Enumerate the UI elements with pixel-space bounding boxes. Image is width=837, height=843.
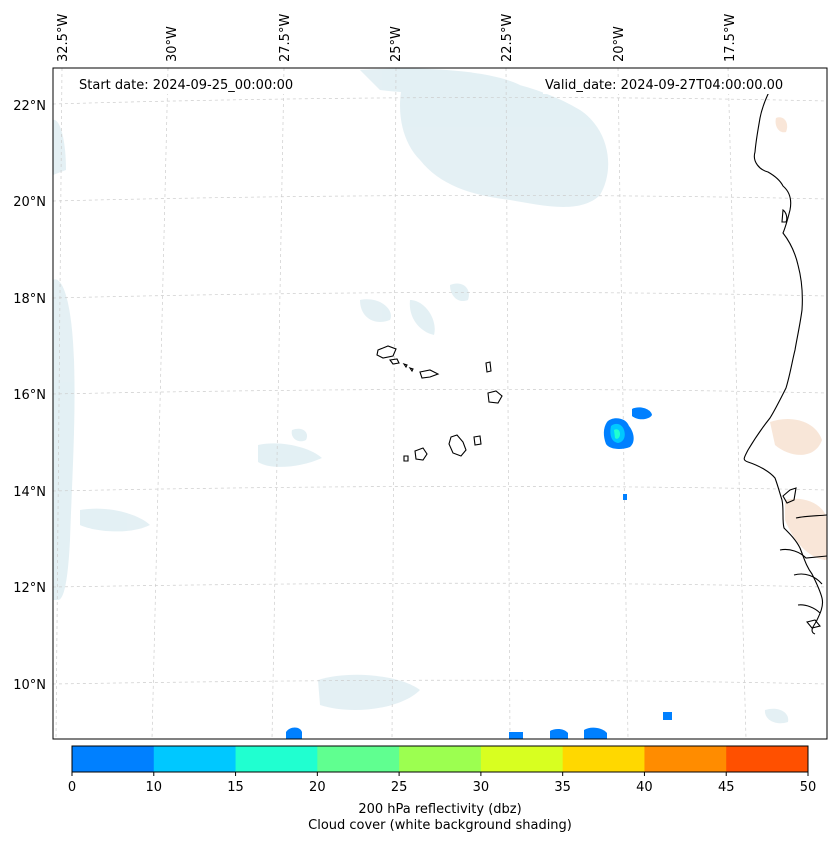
- lat-label-14n: 14°N: [13, 485, 46, 500]
- lat-label-18n: 18°N: [13, 292, 46, 307]
- lon-label-20w: 20°W: [612, 26, 627, 62]
- colorbar-segment: [726, 746, 809, 772]
- colorbar-ticks: 0 10 15 20 25 30 35 40 45 50: [68, 772, 816, 795]
- colorbar-label-cloud-cover: Cloud cover (white background shading): [308, 818, 572, 833]
- lon-label-32-5w: 32.5°W: [56, 14, 71, 62]
- colorbar-segment: [317, 746, 400, 772]
- start-date-label: Start date: 2024-09-25_00:00:00: [77, 78, 296, 94]
- lat-label-12n: 12°N: [13, 581, 46, 596]
- longitude-labels: 32.5°W 30°W 27.5°W 25°W 22.5°W 20°W 17.5…: [56, 14, 738, 62]
- lon-label-25w: 25°W: [389, 26, 404, 62]
- colorbar-tick-label: 30: [473, 780, 490, 795]
- map-area: [53, 68, 827, 739]
- colorbar-segment: [235, 746, 318, 772]
- colorbar-tick-label: 40: [636, 780, 653, 795]
- colorbar-tick-label: 50: [800, 780, 817, 795]
- lat-label-10n: 10°N: [13, 678, 46, 693]
- lon-label-30w: 30°W: [165, 26, 180, 62]
- colorbar-segment: [153, 746, 237, 772]
- lat-label-16n: 16°N: [13, 388, 46, 403]
- colorbar-tick-label: 35: [554, 780, 571, 795]
- colorbar-tick-label: 10: [146, 780, 163, 795]
- colorbar: [72, 746, 809, 772]
- cabo-verde-islands: [376, 345, 503, 462]
- lat-label-22n: 22°N: [13, 99, 46, 114]
- reflectivity-cells: [286, 407, 672, 739]
- african-coastline: [743, 89, 827, 635]
- valid-date-label: Valid_date: 2024-09-27T04:00:00.00: [543, 78, 786, 94]
- colorbar-segment: [644, 746, 727, 772]
- graticule: [53, 68, 827, 739]
- colorbar-tick-label: 20: [309, 780, 326, 795]
- lon-label-22-5w: 22.5°W: [500, 14, 515, 62]
- lon-label-27-5w: 27.5°W: [278, 14, 293, 62]
- colorbar-segment: [72, 746, 155, 772]
- colorbar-frame: [71, 745, 809, 773]
- colorbar-segment: [480, 746, 564, 772]
- colorbar-tick-label: 0: [68, 780, 76, 795]
- map-frame: [52, 67, 828, 740]
- colorbar-label-reflectivity: 200 hPa reflectivity (dbz): [358, 802, 522, 817]
- latitude-labels: 22°N 20°N 18°N 16°N 14°N 12°N 10°N: [13, 99, 46, 693]
- colorbar-tick-label: 45: [718, 780, 735, 795]
- colorbar-tick-label: 15: [227, 780, 244, 795]
- lat-label-20n: 20°N: [13, 195, 46, 210]
- lon-label-17-5w: 17.5°W: [723, 14, 738, 62]
- colorbar-segment: [399, 746, 482, 772]
- cloud-cover-shading: [53, 68, 827, 724]
- colorbar-tick-label: 25: [391, 780, 408, 795]
- colorbar-segment: [562, 746, 645, 772]
